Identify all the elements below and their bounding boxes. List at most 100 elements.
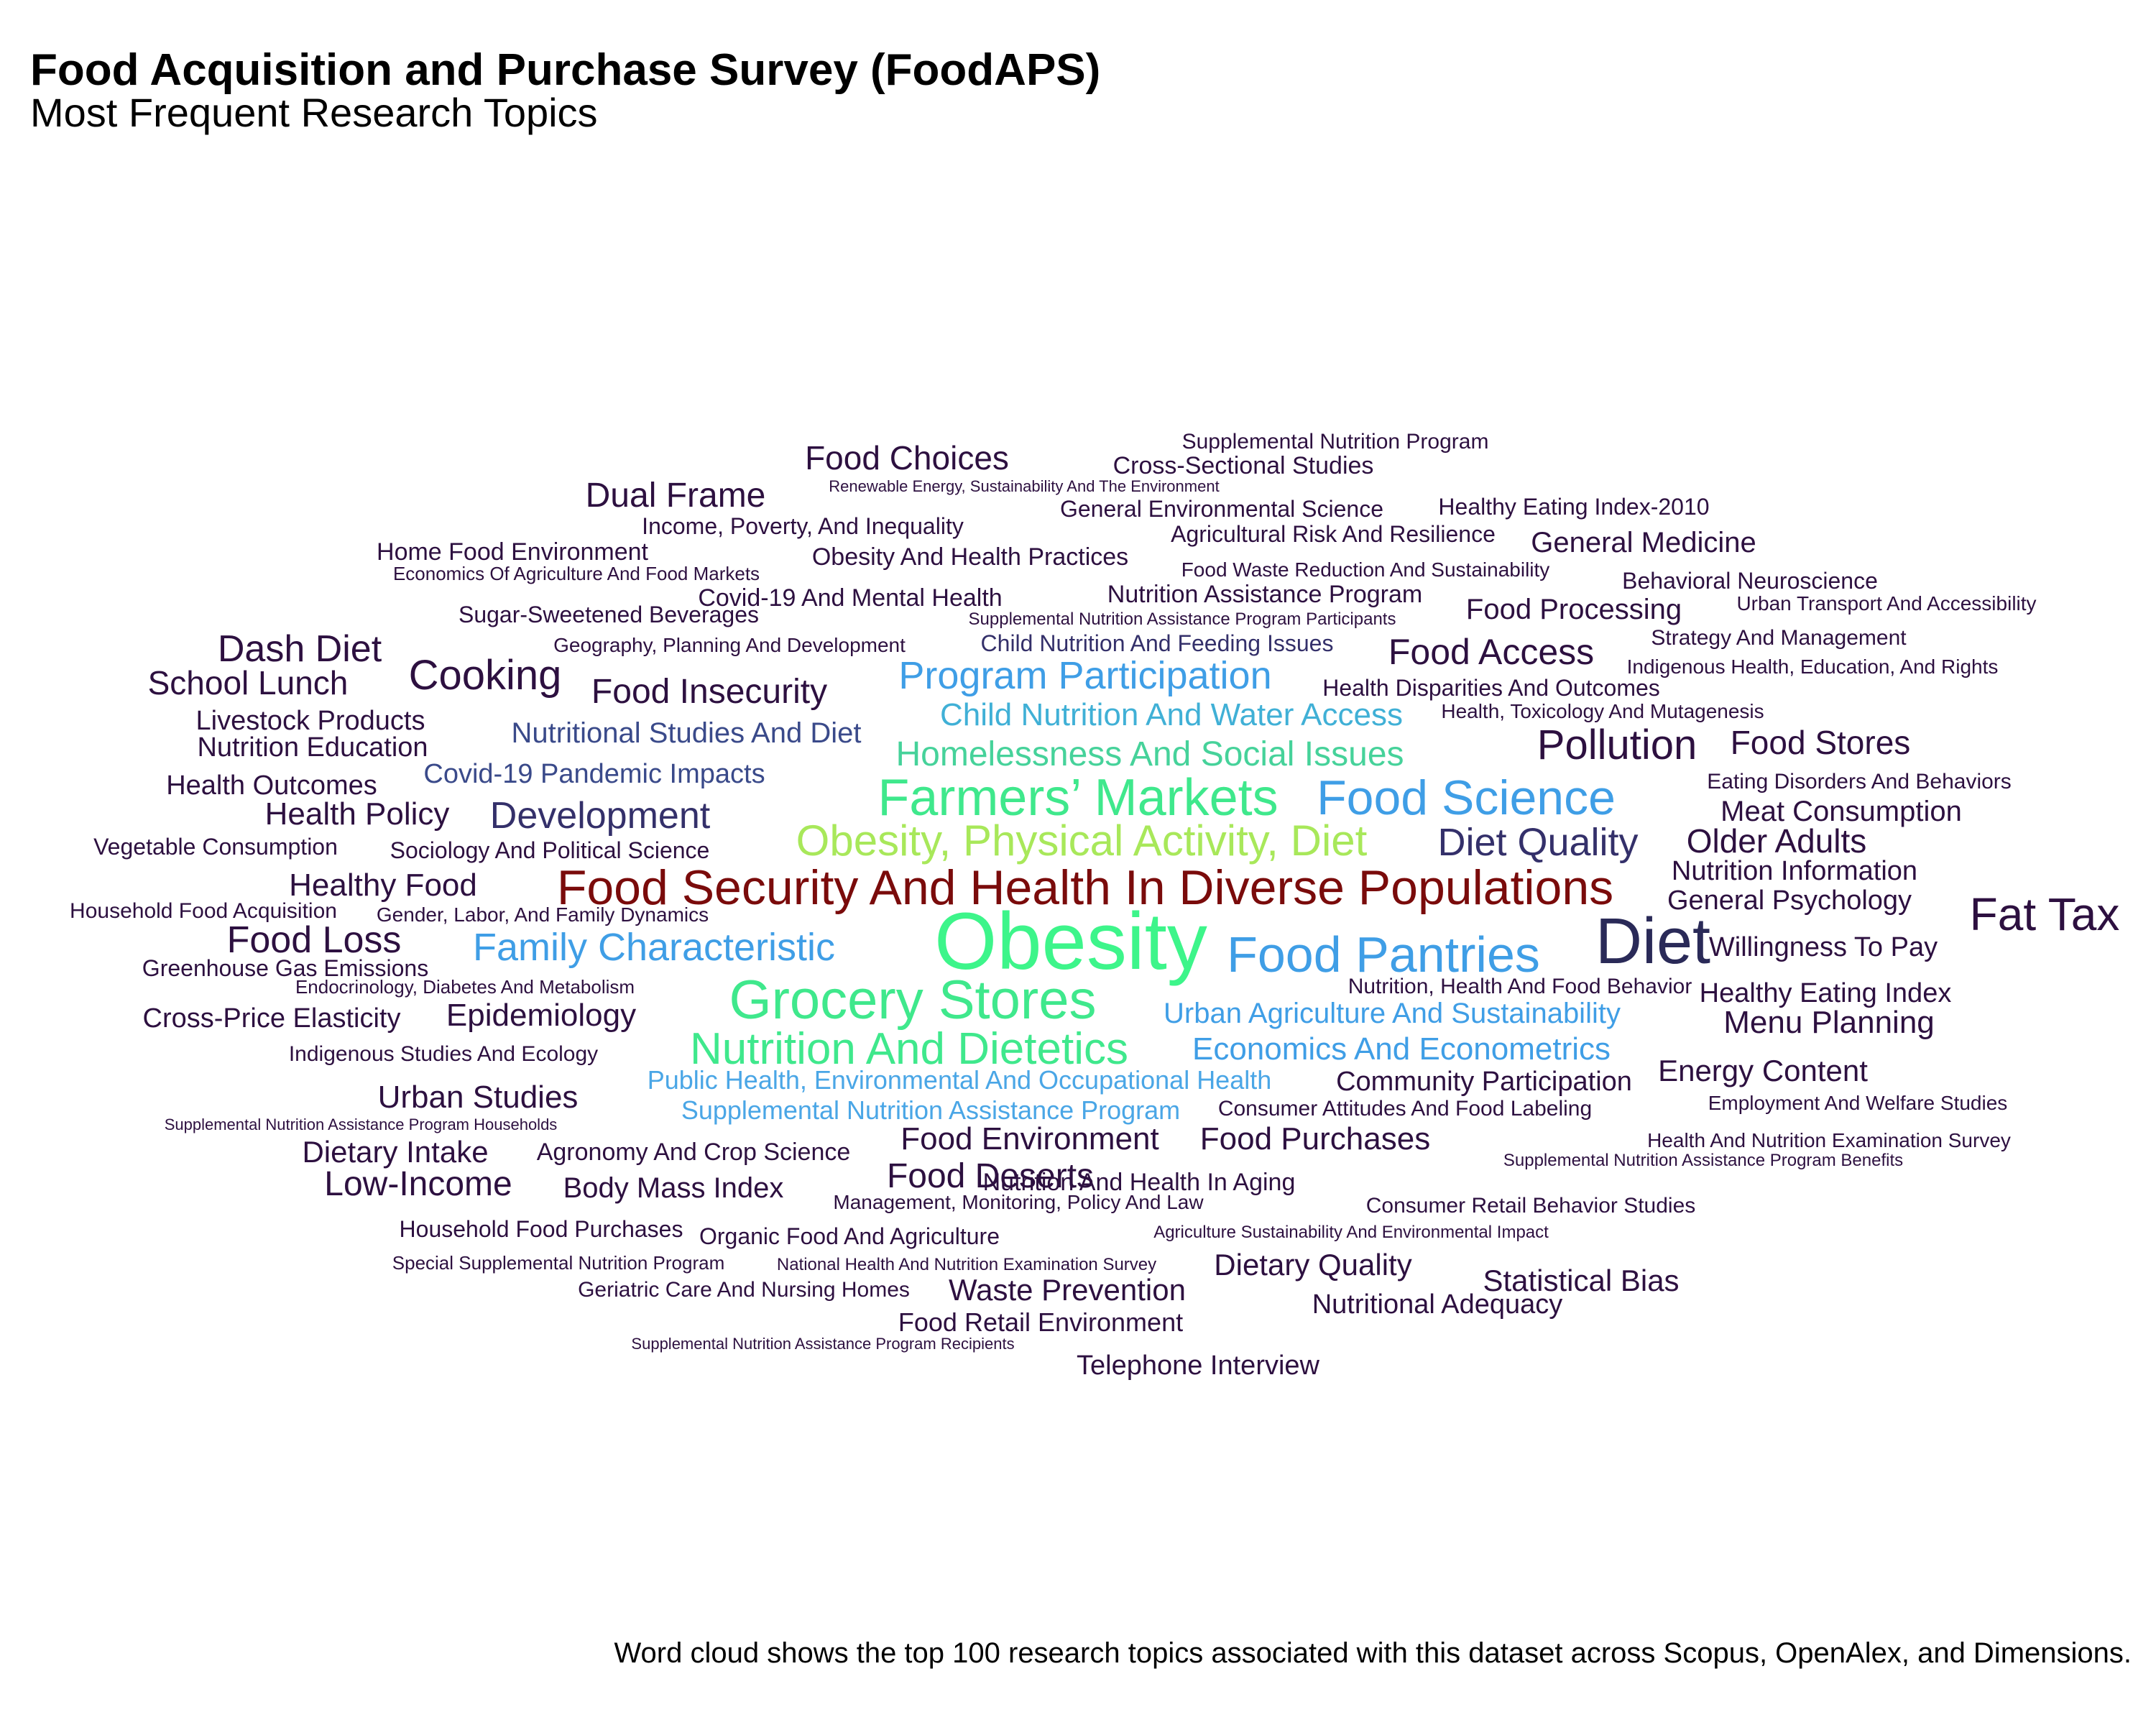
word-dash-diet: Dash Diet — [217, 628, 382, 670]
word-nutritional-studies-and-diet: Nutritional Studies And Diet — [511, 717, 862, 749]
word-strategy-and-management: Strategy And Management — [1651, 626, 1907, 650]
word-statistical-bias: Statistical Bias — [1483, 1264, 1680, 1297]
word-food-access: Food Access — [1388, 632, 1595, 672]
word-food-security-and-health-in-diverse-populations: Food Security And Health In Diverse Popu… — [556, 860, 1614, 915]
word-obesity-physical-activity-diet: Obesity, Physical Activity, Diet — [796, 816, 1368, 865]
chart-caption: Word cloud shows the top 100 research to… — [614, 1637, 2132, 1669]
word-household-food-acquisition: Household Food Acquisition — [70, 899, 337, 923]
word-nutrition-and-health-in-aging: Nutrition And Health In Aging — [982, 1169, 1296, 1196]
word-supplemental-nutrition-assistance-program-participants: Supplemental Nutrition Assistance Progra… — [968, 610, 1396, 629]
word-eating-disorders-and-behaviors: Eating Disorders And Behaviors — [1707, 770, 2012, 794]
word-nutrition-information: Nutrition Information — [1671, 856, 1918, 886]
word-geography-planning-and-development: Geography, Planning And Development — [553, 634, 906, 656]
word-program-participation: Program Participation — [898, 654, 1272, 697]
word-food-pantries: Food Pantries — [1227, 926, 1540, 983]
word-urban-transport-and-accessibility: Urban Transport And Accessibility — [1736, 592, 2037, 615]
word-school-lunch: School Lunch — [147, 664, 349, 702]
chart-title: Food Acquisition and Purchase Survey (Fo… — [30, 45, 1101, 95]
word-dietary-intake: Dietary Intake — [302, 1135, 489, 1169]
word-child-nutrition-and-feeding-issues: Child Nutrition And Feeding Issues — [980, 630, 1334, 656]
word-food-retail-environment: Food Retail Environment — [898, 1307, 1184, 1337]
word-meat-consumption: Meat Consumption — [1720, 796, 1962, 827]
word-general-environmental-science: General Environmental Science — [1059, 496, 1384, 522]
word-greenhouse-gas-emissions: Greenhouse Gas Emissions — [142, 955, 429, 981]
word-cooking: Cooking — [408, 652, 562, 699]
word-agronomy-and-crop-science: Agronomy And Crop Science — [536, 1138, 851, 1166]
word-food-choices: Food Choices — [805, 439, 1009, 477]
word-management-monitoring-policy-and-law: Management, Monitoring, Policy And Law — [833, 1191, 1204, 1213]
word-nutrition-education: Nutrition Education — [197, 732, 428, 763]
word-low-income: Low-Income — [324, 1165, 512, 1203]
word-farmers-markets: Farmers’ Markets — [877, 769, 1279, 827]
word-livestock-products: Livestock Products — [195, 706, 425, 736]
word-health-policy: Health Policy — [264, 796, 450, 832]
word-telephone-interview: Telephone Interview — [1077, 1351, 1319, 1381]
word-general-medicine: General Medicine — [1531, 527, 1756, 558]
word-food-insecurity: Food Insecurity — [591, 673, 828, 711]
word-sugar-sweetened-beverages: Sugar-Sweetened Beverages — [458, 602, 760, 627]
word-employment-and-welfare-studies: Employment And Welfare Studies — [1708, 1092, 2008, 1114]
word-older-adults: Older Adults — [1686, 822, 1867, 860]
word-urban-agriculture-and-sustainability: Urban Agriculture And Sustainability — [1164, 998, 1621, 1029]
word-supplemental-nutrition-program: Supplemental Nutrition Program — [1181, 430, 1489, 454]
word-nutrition-and-dietetics: Nutrition And Dietetics — [690, 1024, 1128, 1074]
word-supplemental-nutrition-assistance-program-benefits: Supplemental Nutrition Assistance Progra… — [1503, 1151, 1904, 1170]
word-indigenous-studies-and-ecology: Indigenous Studies And Ecology — [288, 1042, 599, 1066]
word-consumer-retail-behavior-studies: Consumer Retail Behavior Studies — [1365, 1194, 1696, 1218]
word-vegetable-consumption: Vegetable Consumption — [93, 834, 338, 860]
word-behavioral-neuroscience: Behavioral Neuroscience — [1622, 568, 1878, 594]
word-food-deserts: Food Deserts — [886, 1157, 1095, 1195]
word-public-health-environmental-and-occupational-health: Public Health, Environmental And Occupat… — [647, 1065, 1272, 1095]
word-special-supplemental-nutrition-program: Special Supplemental Nutrition Program — [392, 1252, 725, 1274]
word-health-toxicology-and-mutagenesis: Health, Toxicology And Mutagenesis — [1441, 700, 1764, 722]
word-geriatric-care-and-nursing-homes: Geriatric Care And Nursing Homes — [578, 1278, 910, 1302]
word-dual-frame: Dual Frame — [585, 477, 766, 515]
word-body-mass-index: Body Mass Index — [563, 1172, 784, 1204]
word-pollution: Pollution — [1537, 722, 1697, 768]
word-urban-studies: Urban Studies — [377, 1080, 579, 1115]
word-home-food-environment: Home Food Environment — [377, 538, 648, 566]
word-homelessness-and-social-issues: Homelessness And Social Issues — [895, 735, 1404, 773]
word-dietary-quality: Dietary Quality — [1214, 1248, 1412, 1282]
word-economics-and-econometrics: Economics And Econometrics — [1192, 1031, 1611, 1067]
word-food-science: Food Science — [1317, 770, 1616, 825]
word-food-loss: Food Loss — [226, 919, 402, 961]
word-diet: Diet — [1595, 906, 1711, 978]
word-obesity: Obesity — [934, 896, 1207, 986]
word-covid-19-pandemic-impacts: Covid-19 Pandemic Impacts — [423, 759, 765, 789]
word-covid-19-and-mental-health: Covid-19 And Mental Health — [698, 584, 1003, 612]
word-economics-of-agriculture-and-food-markets: Economics Of Agriculture And Food Market… — [392, 563, 760, 584]
word-healthy-eating-index: Healthy Eating Index — [1699, 978, 1952, 1008]
word-fat-tax: Fat Tax — [1969, 888, 2120, 940]
word-willingness-to-pay: Willingness To Pay — [1708, 932, 1938, 962]
word-household-food-purchases: Household Food Purchases — [399, 1216, 683, 1242]
word-health-and-nutrition-examination-survey: Health And Nutrition Examination Survey — [1647, 1129, 2011, 1151]
word-waste-prevention: Waste Prevention — [949, 1273, 1186, 1307]
word-cross-price-elasticity: Cross-Price Elasticity — [142, 1003, 401, 1034]
word-food-purchases: Food Purchases — [1199, 1121, 1431, 1156]
word-healthy-eating-index-2010: Healthy Eating Index-2010 — [1438, 494, 1710, 520]
word-income-poverty-and-inequality: Income, Poverty, And Inequality — [642, 513, 964, 539]
word-supplemental-nutrition-assistance-program: Supplemental Nutrition Assistance Progra… — [681, 1095, 1181, 1125]
word-general-psychology: General Psychology — [1667, 886, 1912, 916]
word-diet-quality: Diet Quality — [1437, 821, 1639, 864]
word-grocery-stores: Grocery Stores — [729, 970, 1097, 1031]
word-indigenous-health-education-and-rights: Indigenous Health, Education, And Rights — [1626, 656, 1999, 678]
word-organic-food-and-agriculture: Organic Food And Agriculture — [699, 1223, 1000, 1249]
word-family-characteristic: Family Characteristic — [472, 926, 836, 969]
word-gender-labor-and-family-dynamics: Gender, Labor, And Family Dynamics — [376, 903, 709, 926]
word-food-waste-reduction-and-sustainability: Food Waste Reduction And Sustainability — [1181, 558, 1550, 581]
word-health-outcomes: Health Outcomes — [166, 770, 377, 801]
word-national-health-and-nutrition-examination-survey: National Health And Nutrition Examinatio… — [776, 1255, 1157, 1274]
word-cross-sectional-studies: Cross-Sectional Studies — [1112, 452, 1374, 479]
word-nutritional-adequacy: Nutritional Adequacy — [1312, 1289, 1563, 1320]
word-energy-content: Energy Content — [1658, 1054, 1868, 1087]
word-nutrition-health-and-food-behavior: Nutrition, Health And Food Behavior — [1348, 975, 1692, 998]
word-child-nutrition-and-water-access: Child Nutrition And Water Access — [940, 697, 1403, 732]
word-healthy-food: Healthy Food — [289, 868, 477, 903]
word-menu-planning: Menu Planning — [1723, 1005, 1935, 1040]
word-sociology-and-political-science: Sociology And Political Science — [390, 837, 710, 863]
word-epidemiology: Epidemiology — [446, 998, 637, 1033]
word-health-disparities-and-outcomes: Health Disparities And Outcomes — [1322, 675, 1660, 701]
